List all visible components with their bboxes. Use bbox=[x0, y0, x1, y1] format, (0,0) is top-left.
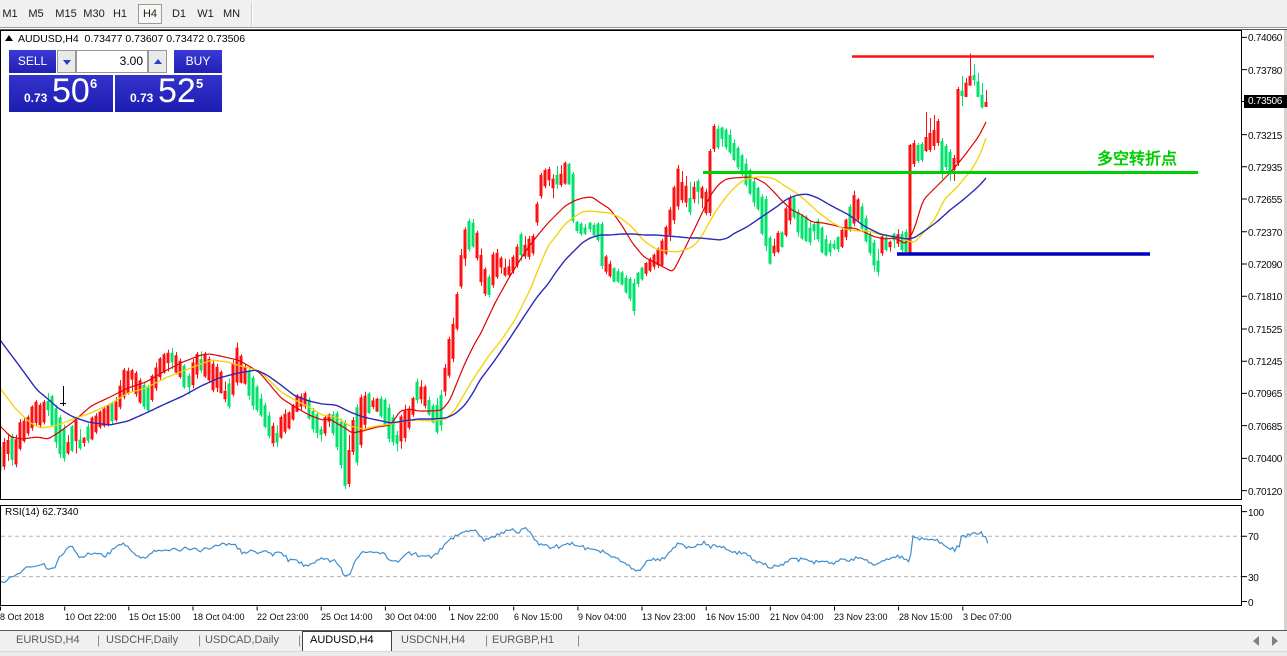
svg-text:多空转折点: 多空转折点 bbox=[1097, 149, 1177, 168]
